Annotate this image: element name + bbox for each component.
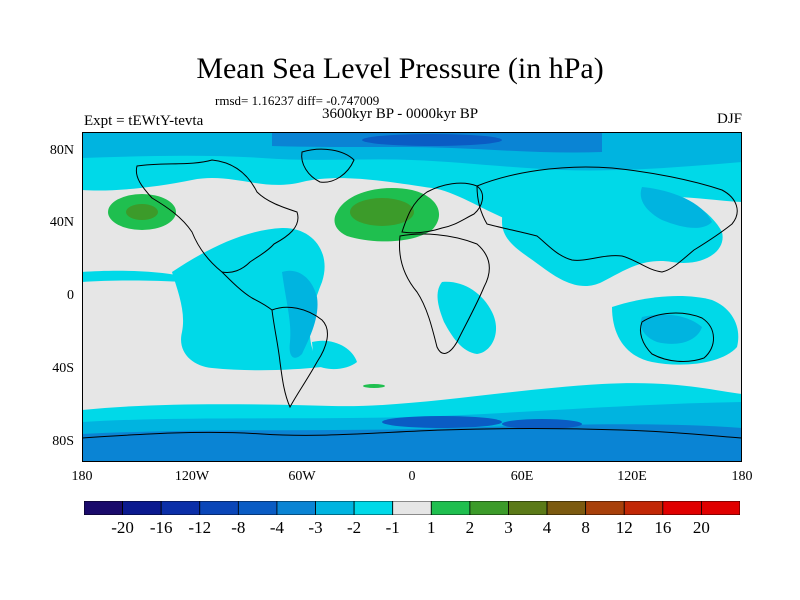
colorbar-label: -2 [347, 518, 362, 537]
colorbar-box [84, 501, 123, 515]
colorbar-label: 2 [465, 518, 475, 537]
coast-antarctica [82, 428, 742, 439]
north-pacific-high-core [126, 204, 158, 220]
colorbar-label: -4 [269, 518, 285, 537]
colorbar-box [623, 501, 664, 515]
asia-negative-strong [640, 187, 712, 228]
coast-africa [398, 233, 490, 354]
coast-greenland [301, 148, 355, 183]
x-tick-60e: 60E [510, 469, 534, 484]
map-title: Mean Sea Level Pressure (in hPa) [196, 52, 604, 85]
colorbar-box [430, 501, 471, 515]
southern-ocean-core-2 [502, 419, 582, 429]
colorbar-box [392, 501, 432, 515]
colorbar-box [701, 501, 740, 515]
colorbar-label: -3 [308, 518, 323, 537]
y-tick-80n: 80N [49, 143, 74, 158]
colorbar-box [160, 501, 201, 515]
atlantic-south-negative [312, 340, 357, 370]
north-atlantic-high-core [350, 198, 414, 226]
southern-ocean-core [382, 416, 502, 428]
arctic-core [362, 134, 502, 146]
colorbar-label: -12 [188, 518, 212, 537]
colorbar-box [546, 501, 587, 515]
colorbar-box [122, 501, 162, 515]
coast-australia [639, 312, 714, 362]
colorbar-box [199, 501, 239, 515]
x-tick-120e: 120E [617, 469, 647, 484]
colorbar-box [315, 501, 355, 515]
map-frame [82, 132, 742, 462]
y-tick-40n: 40N [49, 215, 74, 230]
colorbar-label: 1 [427, 518, 436, 537]
colorbar-box [353, 501, 394, 515]
x-tick-180e: 180 [731, 469, 753, 484]
colorbar-box [237, 501, 278, 515]
colorbar-box [508, 501, 548, 515]
colorbar-box [276, 501, 316, 515]
y-tick-0: 0 [67, 288, 74, 303]
south-america-negative [282, 270, 318, 358]
period-text: 3600kyr BP - 0000kyr BP [322, 106, 479, 122]
coast-europe [401, 182, 484, 234]
colorbar-label: -8 [231, 518, 246, 537]
colorbar-label: 4 [542, 518, 552, 537]
colorbar-label: 12 [615, 518, 633, 537]
colorbar-label: 16 [654, 518, 672, 537]
colorbar-label: 3 [504, 518, 513, 537]
experiment-label: Expt = tEWtY-tevta [84, 113, 204, 129]
coast-north-america [135, 159, 299, 273]
x-tick-0: 0 [408, 469, 416, 484]
south-atlantic-positive [363, 384, 385, 388]
season-label: DJF [716, 111, 742, 127]
colorbar-label: -20 [111, 518, 134, 537]
colorbar-box [662, 501, 702, 515]
africa-negative [437, 281, 497, 354]
pacific-negative-strip [82, 270, 182, 282]
coastlines [82, 148, 742, 439]
pressure-map [82, 132, 742, 462]
colorbar-label: -16 [149, 518, 173, 537]
colorbar-label: 20 [692, 518, 710, 537]
x-tick-60w: 60W [288, 469, 316, 484]
coast-south-america [271, 306, 328, 409]
colorbar [84, 501, 740, 515]
y-tick-80s: 80S [52, 434, 74, 449]
australia-negative-strong [640, 314, 702, 344]
colorbar-label: 8 [581, 518, 590, 537]
colorbar-box [585, 501, 625, 515]
coast-asia [476, 166, 738, 273]
stats-text: rmsd= 1.16237 diff= -0.747009 [215, 93, 380, 108]
coast-central-america [221, 271, 273, 311]
pacific-negative-area [172, 227, 325, 371]
x-tick-120w: 120W [174, 469, 210, 484]
colorbar-box [469, 501, 509, 515]
y-tick-40s: 40S [52, 361, 74, 376]
x-tick-180w: 180 [71, 469, 93, 484]
colorbar-label: -1 [385, 518, 400, 537]
